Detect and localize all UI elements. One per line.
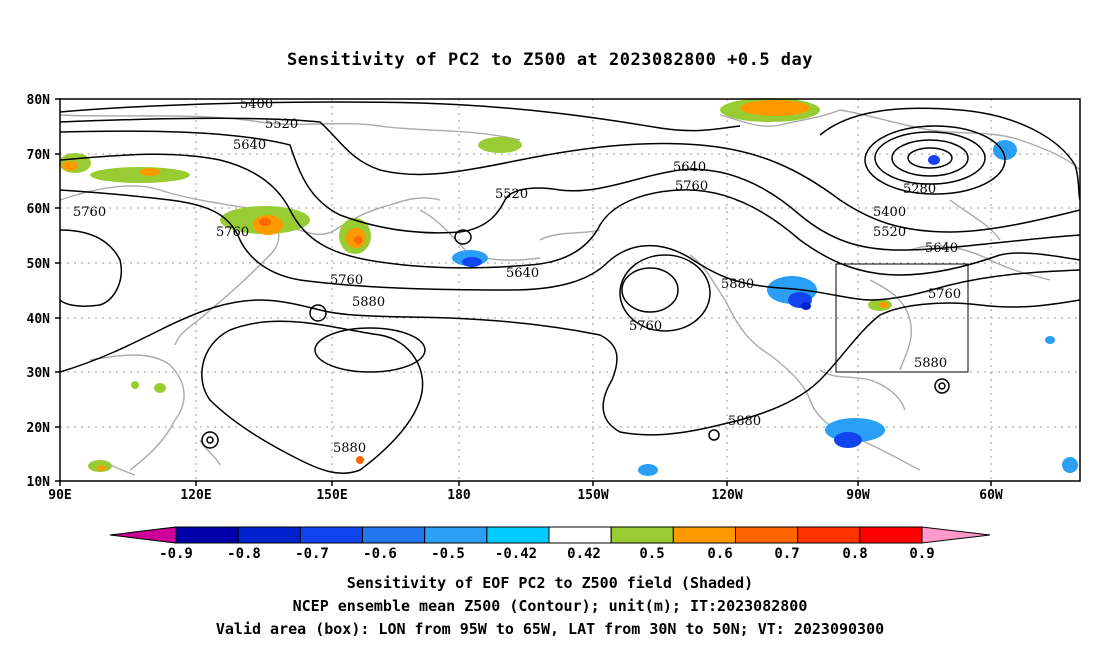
contour-label: 5760 xyxy=(216,225,249,240)
colorbar-segment xyxy=(548,526,612,544)
colorbar-segment xyxy=(797,526,861,544)
map-border xyxy=(59,98,1081,482)
contour-label: 5880 xyxy=(728,414,761,429)
contour-label: 5760 xyxy=(928,287,961,302)
contour-label: 5520 xyxy=(495,187,528,202)
colorbar-segment xyxy=(237,526,301,544)
caption-valid-area: Valid area (box): LON from 95W to 65W, L… xyxy=(215,620,885,638)
colorbar-segment xyxy=(362,526,426,544)
lat-tick-label: 40N xyxy=(27,312,51,327)
colorbar-label: 0.9 xyxy=(909,546,934,562)
contour-label: 5760 xyxy=(73,205,106,220)
colorbar-right-arrow xyxy=(921,526,991,544)
lat-tick-label: 10N xyxy=(27,475,51,490)
longitude-labels: 90E 120E 150E 180 150W 120W 90W 60W xyxy=(48,488,1003,503)
colorbar xyxy=(109,526,991,544)
colorbar-labels: -0.9 -0.8 -0.7 -0.6 -0.5 -0.42 0.42 0.5 … xyxy=(159,546,935,562)
contour-label: 5880 xyxy=(721,277,754,292)
lat-tick-label: 70N xyxy=(27,148,51,163)
colorbar-label: 0.5 xyxy=(639,546,664,562)
lat-tick-label: 20N xyxy=(27,421,51,436)
colorbar-label: 0.7 xyxy=(774,546,799,562)
colorbar-segment xyxy=(735,526,799,544)
contour-label: 5640 xyxy=(506,266,539,281)
contour-label: 5760 xyxy=(330,273,363,288)
lon-tick-label: 150E xyxy=(316,488,347,503)
lat-tick-label: 60N xyxy=(27,202,51,217)
colorbar-segment xyxy=(859,526,923,544)
colorbar-label: 0.8 xyxy=(842,546,867,562)
colorbar-label: -0.6 xyxy=(363,546,397,562)
contour-label: 5520 xyxy=(873,225,906,240)
map-gridlines xyxy=(60,99,1080,481)
contour-label: 5760 xyxy=(629,319,662,334)
colorbar-segment xyxy=(610,526,674,544)
contour-label: 5880 xyxy=(914,356,947,371)
contour-label: 5520 xyxy=(265,117,298,132)
contour-label: 5640 xyxy=(233,138,266,153)
colorbar-label: -0.8 xyxy=(227,546,261,562)
contour-label: 5880 xyxy=(333,441,366,456)
colorbar-segment xyxy=(424,526,488,544)
colorbar-label: -0.5 xyxy=(431,546,465,562)
colorbar-label: 0.42 xyxy=(567,546,601,562)
map-title: Sensitivity of PC2 to Z500 at 2023082800… xyxy=(286,50,813,70)
colorbar-segment xyxy=(299,526,364,544)
colorbar-segment xyxy=(486,526,550,544)
contour-label: 5760 xyxy=(675,179,708,194)
map-area xyxy=(60,99,1080,481)
caption-shaded: Sensitivity of EOF PC2 to Z500 field (Sh… xyxy=(346,574,754,592)
lat-tick-label: 80N xyxy=(27,93,51,108)
colorbar-label: -0.9 xyxy=(159,546,193,562)
colorbar-segment xyxy=(175,526,239,544)
latitude-labels: 80N 70N 60N 50N 40N 30N 20N 10N xyxy=(27,93,51,490)
lat-tick-label: 30N xyxy=(27,366,51,381)
colorbar-label: -0.42 xyxy=(495,546,537,562)
colorbar-left-arrow xyxy=(109,526,177,544)
valid-area-box xyxy=(835,263,969,373)
lon-tick-label: 120W xyxy=(711,488,742,503)
contour-label: 5400 xyxy=(240,97,273,112)
longitude-axis xyxy=(59,481,992,486)
sensitivity-shading xyxy=(59,98,1078,476)
contour-label: 5880 xyxy=(352,295,385,310)
z500-contours xyxy=(59,101,1081,474)
lon-tick-label: 150W xyxy=(577,488,608,503)
lon-tick-label: 90E xyxy=(48,488,71,503)
lat-tick-label: 50N xyxy=(27,257,51,272)
lon-tick-label: 60W xyxy=(979,488,1003,503)
colorbar-label: 0.6 xyxy=(707,546,732,562)
lon-tick-label: 90W xyxy=(846,488,870,503)
colorbar-label: -0.7 xyxy=(295,546,329,562)
contour-label: 5400 xyxy=(873,205,906,220)
colorbar-segment xyxy=(672,526,736,544)
contour-labels: 5400 5520 5640 5760 5760 5760 5880 5520 … xyxy=(73,97,961,456)
contour-label: 5640 xyxy=(673,160,706,175)
lon-tick-label: 180 xyxy=(447,488,471,503)
latitude-axis xyxy=(55,98,60,482)
contour-label: 5280 xyxy=(903,182,936,197)
caption-contour: NCEP ensemble mean Z500 (Contour); unit(… xyxy=(292,597,808,615)
contour-label: 5640 xyxy=(925,241,958,256)
lon-tick-label: 120E xyxy=(180,488,211,503)
